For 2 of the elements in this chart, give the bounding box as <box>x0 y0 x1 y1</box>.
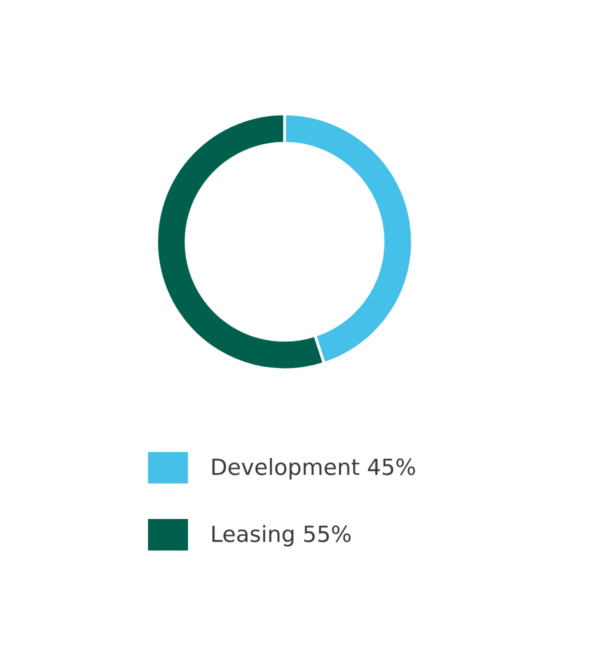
legend-label: Development 45% <box>212 458 416 480</box>
legend-label: Leasing 55% <box>212 525 351 547</box>
